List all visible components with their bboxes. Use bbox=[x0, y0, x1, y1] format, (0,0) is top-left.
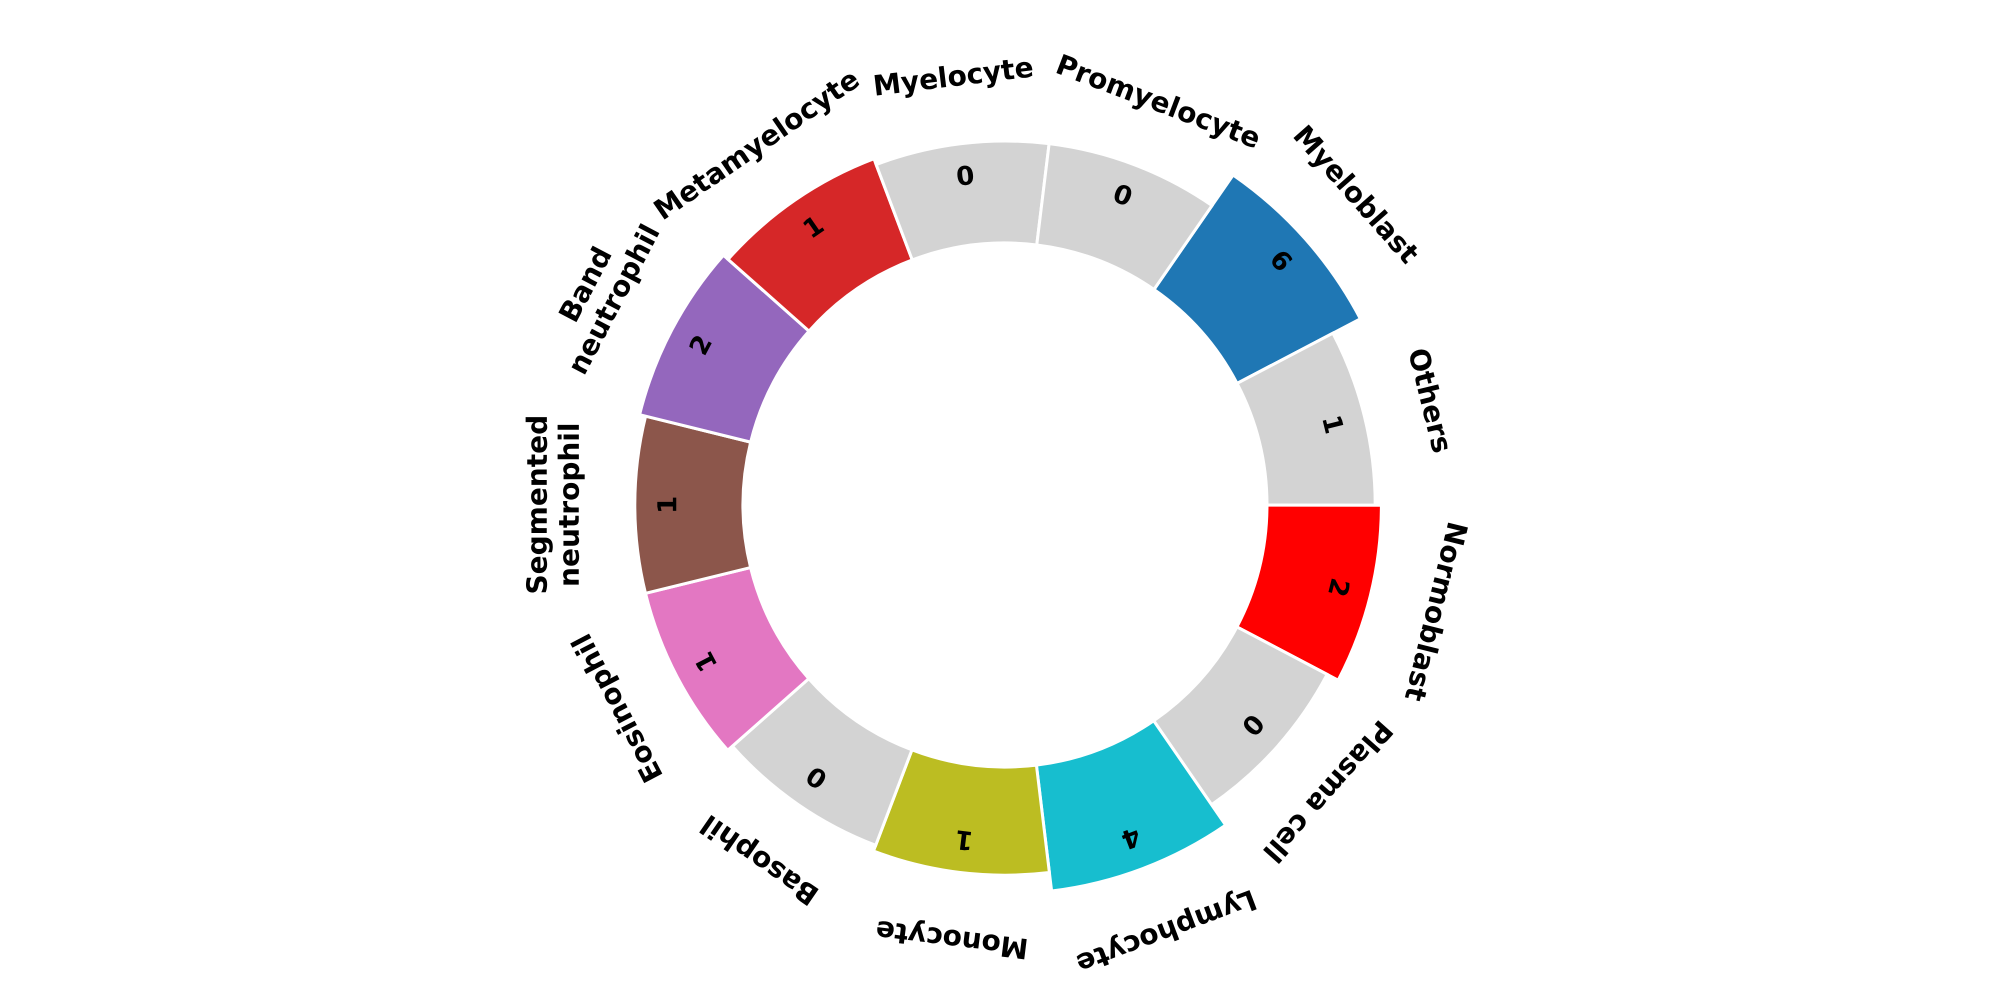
category-label-eosinophil: Eosinophil bbox=[565, 628, 670, 788]
category-label-myelocyte: Myelocyte bbox=[871, 51, 1035, 103]
segment-myelocyte bbox=[874, 139, 1051, 262]
category-label-normoblast: Normoblast bbox=[1398, 518, 1474, 704]
segment-others bbox=[1235, 331, 1377, 507]
segment-myeloblast bbox=[1151, 172, 1363, 386]
segment-normoblast bbox=[1234, 503, 1383, 683]
segment-lymphocyte bbox=[1034, 718, 1228, 893]
category-label-line: Others bbox=[1401, 345, 1458, 456]
category-label-line: Segmented bbox=[521, 415, 554, 595]
value-label-monocyte: 1 bbox=[953, 823, 975, 855]
category-label-lymphocyte: Lymphocyte bbox=[1072, 883, 1261, 981]
segment-eosinophil bbox=[643, 565, 811, 753]
category-label-line: Lymphocyte bbox=[1072, 883, 1261, 981]
category-label-promyelocyte: Promyelocyte bbox=[1051, 48, 1265, 156]
value-label-myelocyte: 0 bbox=[955, 161, 977, 193]
segment-band-neutrophil bbox=[637, 253, 812, 444]
value-label-segmented-neutrophil: 1 bbox=[653, 496, 683, 514]
category-label-basophil: Basophil bbox=[695, 808, 825, 912]
category-label-others: Others bbox=[1401, 345, 1458, 456]
segments-group bbox=[633, 139, 1383, 893]
category-label-line: Monocyte bbox=[874, 914, 1030, 965]
segment-metamyelocyte bbox=[725, 156, 915, 334]
segment-monocyte bbox=[871, 747, 1052, 877]
segment-basophil bbox=[730, 676, 914, 848]
category-label-line: neutrophil bbox=[553, 422, 586, 586]
category-label-line: Basophil bbox=[695, 808, 825, 912]
segment-plasma-cell bbox=[1151, 624, 1330, 807]
category-label-line: Myelocyte bbox=[871, 51, 1035, 103]
category-label-line: Eosinophil bbox=[565, 628, 670, 788]
category-label-segmented-neutrophil: Segmentedneutrophil bbox=[521, 415, 586, 595]
category-label-monocyte: Monocyte bbox=[874, 914, 1030, 965]
segment-promyelocyte bbox=[1035, 142, 1215, 292]
category-label-line: Normoblast bbox=[1398, 518, 1474, 704]
segment-segmented-neutrophil bbox=[633, 414, 753, 596]
category-label-band-neutrophil: Bandneutrophil bbox=[533, 204, 667, 380]
category-label-line: Promyelocyte bbox=[1051, 48, 1265, 156]
